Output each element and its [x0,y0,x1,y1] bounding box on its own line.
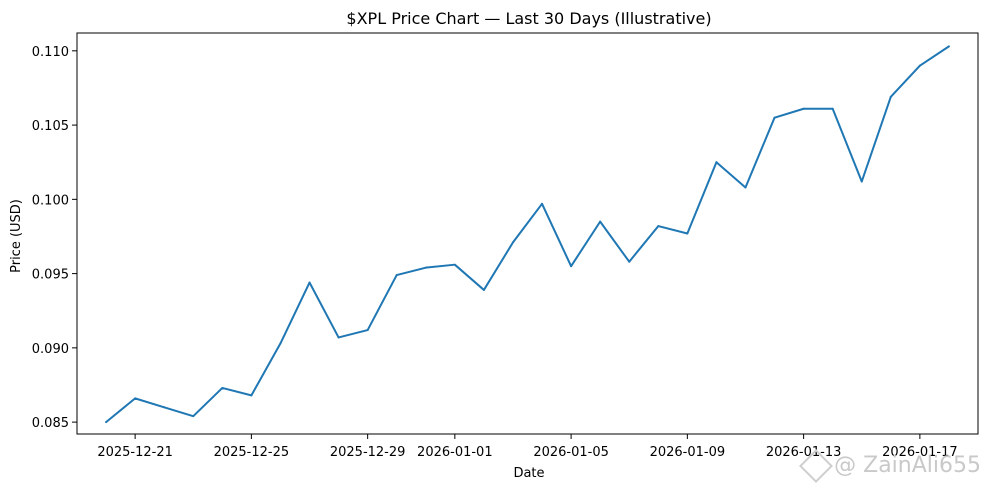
data-point [860,180,863,183]
y-tick-label: 0.105 [32,119,69,134]
data-point [918,64,921,67]
y-tick-label: 0.110 [32,45,69,60]
data-point [686,232,689,235]
data-point [599,220,602,223]
x-tick-label: 2025-12-29 [330,445,406,460]
data-point [715,161,718,164]
y-tick-label: 0.100 [32,193,69,208]
data-point [308,281,311,284]
data-point [570,265,573,268]
data-point [744,186,747,189]
data-point [105,421,108,424]
y-tick-label: 0.090 [32,342,69,357]
data-point [192,415,195,418]
data-point [250,394,253,397]
x-tick-label: 2026-01-13 [766,445,842,460]
data-points [105,45,950,424]
watermark: @ ZainAli655 [799,448,981,483]
y-tick-label: 0.095 [32,268,69,283]
data-point [482,288,485,291]
data-point [453,263,456,266]
x-tick-label: 2025-12-21 [97,445,173,460]
data-point [163,406,166,409]
data-point [366,329,369,332]
data-point [802,107,805,110]
data-point [134,397,137,400]
x-tick-label: 2026-01-05 [533,445,609,460]
x-tick-label: 2026-01-17 [882,445,958,460]
binance-diamond-icon [799,448,834,483]
data-point [831,107,834,110]
data-point [337,336,340,339]
data-point [947,45,950,48]
data-point [221,386,224,389]
y-tick-label: 0.085 [32,416,69,431]
data-point [773,116,776,119]
data-point [628,260,631,263]
x-tick-label: 2025-12-25 [214,445,290,460]
x-tick-label: 2026-01-01 [417,445,493,460]
data-point [395,274,398,277]
data-point [511,241,514,244]
price-series-line [105,45,950,423]
x-axis: 2025-12-21 2025-12-25 2025-12-29 2026-01-01… [97,434,958,460]
data-point [657,225,660,228]
data-point [279,342,282,345]
data-point [424,266,427,269]
data-point [541,202,544,205]
x-axis-label: Date [513,466,544,481]
data-point [889,95,892,98]
watermark-text: @ ZainAli655 [834,453,981,478]
x-tick-label: 2026-01-09 [650,445,726,460]
plot-frame [76,32,979,435]
chart-title: $XPL Price Chart — Last 30 Days (Illustr… [346,9,711,28]
y-axis-label: Price (USD) [9,199,24,273]
y-axis: 0.085 0.090 0.095 0.100 0.105 0.110 [32,45,77,431]
